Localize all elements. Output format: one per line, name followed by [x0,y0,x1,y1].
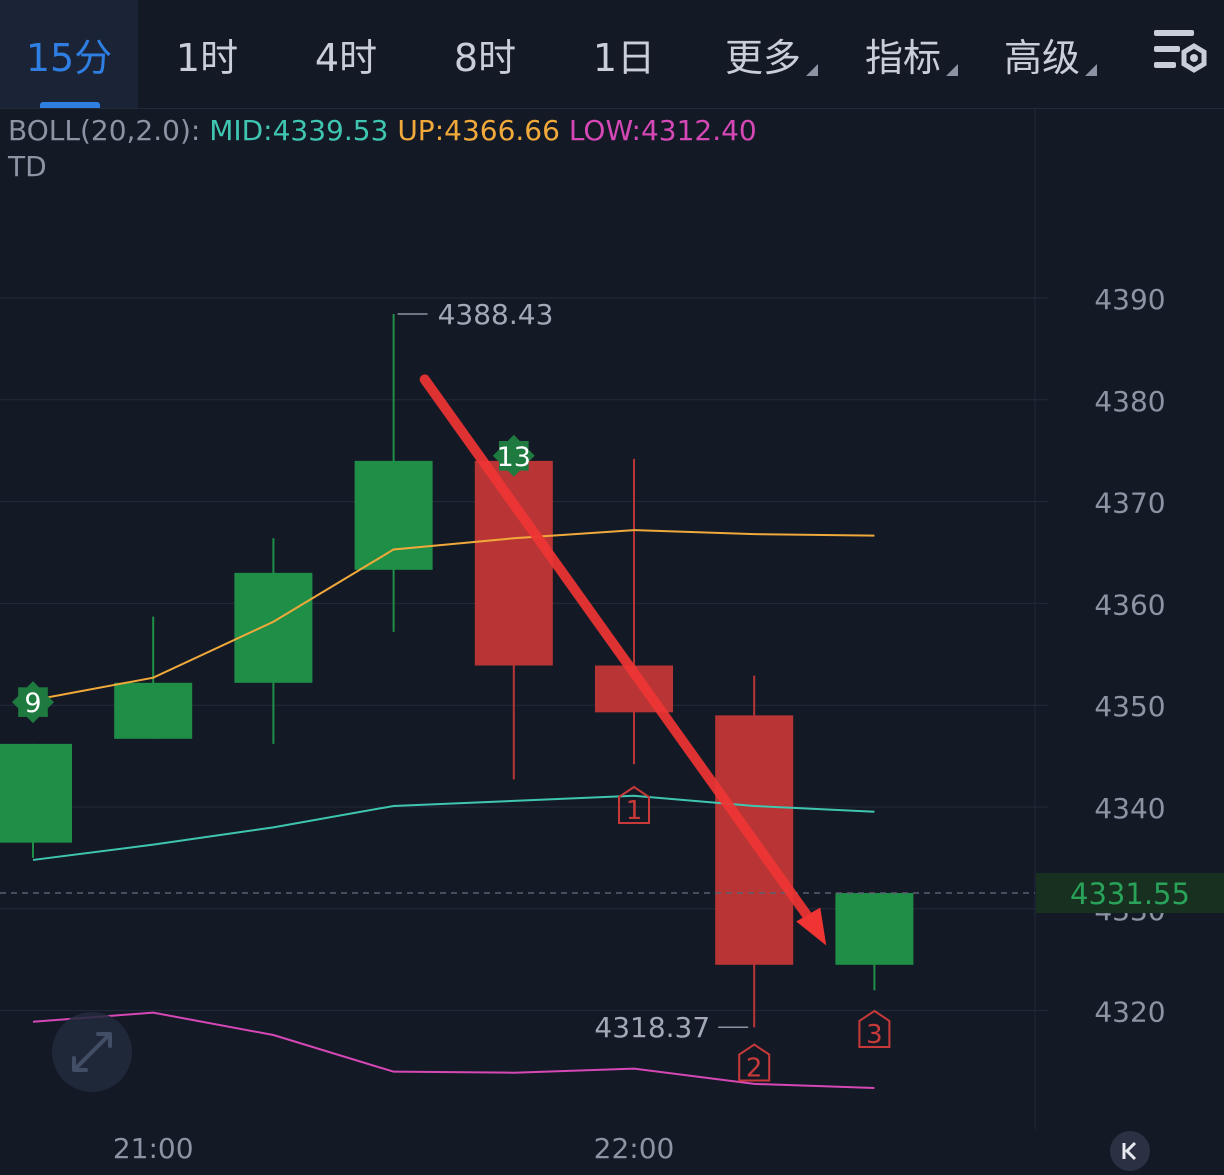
tab-1h-label: 1时 [175,35,239,80]
bollinger-legend: BOLL(20,2.0): MID:4339.53 UP:4366.66 LOW… [8,113,757,149]
skip-back-icon [1122,1141,1137,1161]
td-buy-marker [12,681,54,724]
trend-arrow-line [419,374,820,931]
boll-lower-line [32,1011,875,1089]
candle-body [0,743,72,843]
y-tick-label: 4370 [1094,487,1165,520]
y-tick-label: 4390 [1094,283,1165,316]
td-marker-label: 13 [497,442,531,473]
tab-advanced[interactable]: 高级 [973,0,1111,108]
dropdown-caret-icon [806,64,818,76]
boll-mid-value: MID:4339.53 [209,114,389,147]
boll-mid-line [32,794,875,861]
dropdown-caret-icon [1085,64,1097,76]
td-sell-marker [738,1043,771,1082]
x-tick-label: 22:00 [594,1132,675,1165]
dropdown-caret-icon [946,64,958,76]
candle-body [835,893,914,965]
td-marker-label: 1 [626,796,643,826]
candle-body [354,460,433,570]
tab-advanced-label: 高级 [1003,35,1080,80]
tab-8h-label: 8时 [453,35,517,80]
high-price-label: 4388.43 [438,298,554,331]
timeframe-toolbar: 15分 1时 4时 8时 1日 更多 指标 高级 [0,0,1224,109]
boll-up-value: UP:4366.66 [397,114,560,147]
y-tick-label: 4380 [1094,385,1165,418]
boll-params: BOLL(20,2.0): [8,114,201,147]
tab-15min[interactable]: 15分 [0,0,138,108]
td-sell-marker [618,785,650,824]
trend-arrow-head [796,907,827,946]
candle-body [114,682,193,739]
tab-4h-label: 4时 [314,35,378,80]
tab-1d-label: 1日 [592,35,656,80]
chart-settings-button[interactable] [1150,26,1210,82]
boll-low-value: LOW:4312.40 [568,114,757,147]
boll-upper-line [32,529,875,702]
y-tick-label: 4350 [1094,690,1165,723]
tab-1h[interactable]: 1时 [138,0,276,108]
td-marker-label: 2 [746,1054,763,1084]
last-price-label: 4331.55 [1070,877,1190,911]
y-tick-label: 4320 [1094,996,1165,1029]
candle-body [234,572,313,683]
td-indicator-label: TD [8,150,47,183]
scroll-to-start-button[interactable] [1110,1131,1150,1171]
tab-more-label: 更多 [724,35,801,80]
tab-indicators[interactable]: 指标 [834,0,972,108]
last-price-tag [1036,873,1224,914]
td-marker-label: 9 [24,688,41,719]
tab-1d[interactable]: 1日 [555,0,693,108]
expand-arrows-icon [72,1032,112,1072]
settings-sliders-icon [1154,30,1207,73]
fullscreen-button[interactable] [52,1012,132,1092]
tab-4h[interactable]: 4时 [277,0,415,108]
low-price-label: 4318.37 [594,1011,710,1044]
td-buy-marker [492,434,535,477]
y-tick-label: 4340 [1094,792,1165,825]
x-tick-label: 21:00 [113,1132,194,1165]
td-sell-marker [858,1009,891,1048]
td-marker-label: 3 [866,1020,883,1050]
tab-indicators-label: 指标 [864,35,941,80]
tab-15min-label: 15分 [25,35,113,80]
y-tick-label: 4360 [1094,588,1165,621]
tab-8h[interactable]: 8时 [416,0,554,108]
candle-body [474,460,553,666]
tab-more[interactable]: 更多 [694,0,832,108]
